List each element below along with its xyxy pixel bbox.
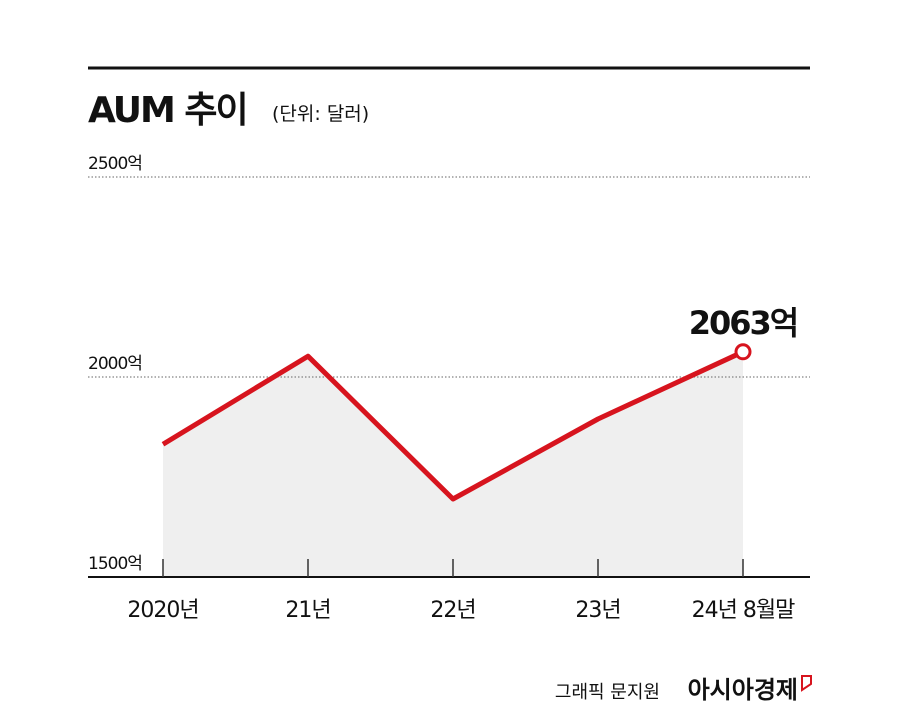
- y-tick-label: 2500억: [88, 154, 142, 174]
- x-tick-label: 23년: [575, 598, 620, 623]
- y-tick-label: 1500억: [88, 554, 142, 574]
- area: [163, 351, 743, 577]
- x-tick-label: 22년: [430, 598, 475, 623]
- data-label: 2063억: [689, 304, 798, 342]
- x-tick-label: 2020년: [127, 598, 198, 623]
- credit: 그래픽 문지원: [555, 682, 660, 703]
- x-tick-label: 24년 8월말: [692, 598, 795, 623]
- y-tick-label: 2000억: [88, 354, 142, 374]
- chart-title: AUM 추이: [88, 90, 247, 131]
- logo-icon: [801, 675, 812, 692]
- point-marker: [734, 343, 752, 361]
- chart-subtitle: (단위: 달러): [272, 103, 369, 125]
- source: 아시아경제: [688, 676, 798, 704]
- line: [161, 349, 745, 502]
- x-tick-label: 21년: [285, 598, 330, 623]
